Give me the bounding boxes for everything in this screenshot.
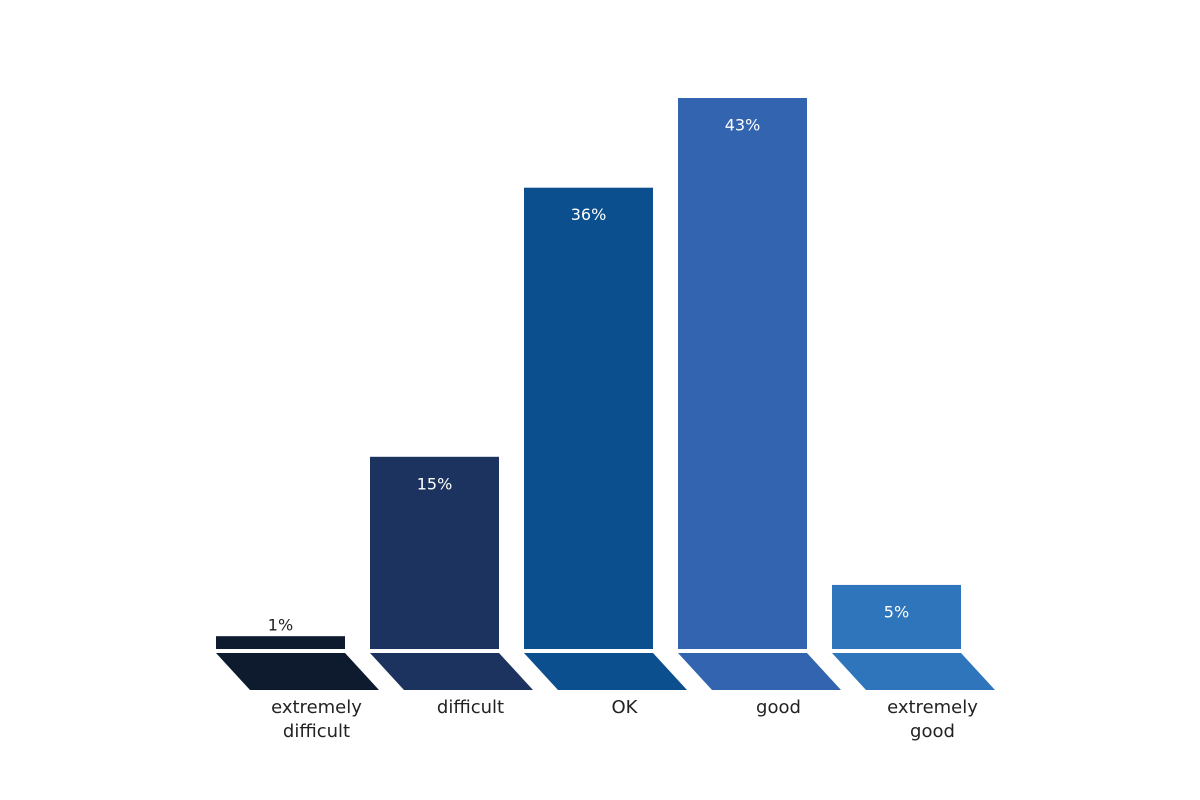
category-label: extremely good xyxy=(887,697,978,742)
bar xyxy=(678,98,807,649)
bar-base xyxy=(216,653,379,690)
bar-base xyxy=(524,653,687,690)
bar xyxy=(370,456,499,649)
bar xyxy=(524,187,653,649)
category-label: extremely difficult xyxy=(271,697,362,742)
bar xyxy=(216,636,345,649)
value-label: 15% xyxy=(417,474,453,493)
category-label: OK xyxy=(611,697,638,718)
value-label: 36% xyxy=(571,205,607,224)
value-label: 5% xyxy=(884,602,909,621)
bar-base xyxy=(370,653,533,690)
value-label: 43% xyxy=(725,116,761,135)
category-label: difficult xyxy=(436,697,505,718)
bar xyxy=(832,584,961,649)
category-label: good xyxy=(756,697,801,718)
bar-base xyxy=(678,653,841,690)
bar-base xyxy=(832,653,995,690)
value-label: 1% xyxy=(268,616,293,635)
